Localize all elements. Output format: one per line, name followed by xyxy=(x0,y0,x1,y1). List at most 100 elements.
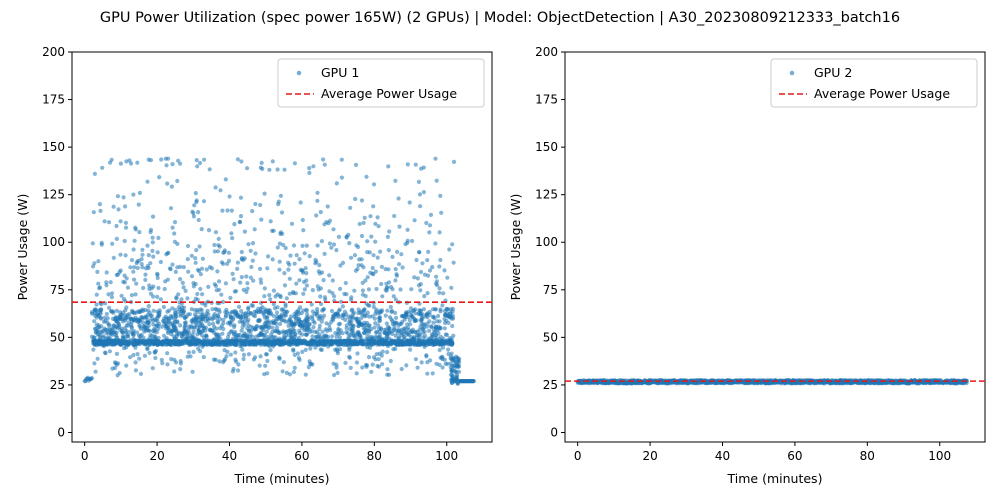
data-point xyxy=(231,366,236,372)
data-point xyxy=(129,293,134,298)
data-point xyxy=(277,267,282,272)
data-point xyxy=(337,321,343,326)
data-point xyxy=(221,317,226,323)
data-point xyxy=(93,329,98,334)
data-point xyxy=(129,258,135,263)
data-point xyxy=(388,358,393,364)
data-point xyxy=(315,307,320,312)
data-point xyxy=(233,350,238,355)
data-point xyxy=(441,291,446,296)
data-point xyxy=(424,353,429,358)
data-point xyxy=(427,309,432,314)
data-point xyxy=(199,227,204,232)
y-tick-label: 50 xyxy=(50,330,65,344)
data-point xyxy=(183,288,188,293)
data-point xyxy=(438,193,443,198)
data-point xyxy=(289,339,295,344)
data-point xyxy=(151,294,156,299)
data-point xyxy=(196,217,201,223)
data-point xyxy=(147,350,152,355)
data-point xyxy=(239,275,244,280)
data-point xyxy=(137,230,142,235)
data-point xyxy=(395,249,400,254)
data-point xyxy=(398,329,404,334)
data-point xyxy=(191,214,196,219)
data-point xyxy=(240,347,245,352)
data-point xyxy=(288,314,294,319)
data-point xyxy=(399,366,404,372)
data-point xyxy=(271,288,276,293)
data-point xyxy=(124,323,129,328)
data-point xyxy=(297,328,302,333)
data-point xyxy=(330,342,335,347)
data-point xyxy=(339,157,344,162)
data-point xyxy=(234,289,239,294)
data-point xyxy=(245,166,250,171)
data-point xyxy=(317,323,322,328)
data-point xyxy=(223,281,228,286)
data-point xyxy=(201,336,207,341)
data-point xyxy=(187,339,193,344)
data-point xyxy=(94,339,99,344)
data-point xyxy=(243,314,249,319)
data-point xyxy=(121,316,126,321)
data-point xyxy=(360,288,365,293)
data-point xyxy=(393,267,398,272)
data-point xyxy=(427,230,432,235)
y-tick-label: 200 xyxy=(42,45,65,59)
data-point xyxy=(110,241,115,246)
data-point xyxy=(214,315,219,321)
data-point xyxy=(347,354,352,359)
data-point xyxy=(311,164,316,169)
data-point xyxy=(419,321,424,326)
data-point xyxy=(373,334,379,339)
data-point xyxy=(404,363,409,368)
data-point xyxy=(196,327,201,332)
data-point xyxy=(221,299,226,304)
data-point xyxy=(124,305,129,310)
data-point xyxy=(92,171,97,176)
data-point xyxy=(123,253,128,258)
data-point xyxy=(262,286,267,291)
data-point xyxy=(323,297,328,302)
data-point xyxy=(352,288,357,293)
x-tick-label: 0 xyxy=(81,449,89,463)
data-point xyxy=(422,329,427,334)
data-point xyxy=(141,285,146,291)
data-point xyxy=(242,319,247,324)
data-point xyxy=(258,354,263,359)
data-point xyxy=(437,347,442,353)
data-point xyxy=(316,338,321,343)
data-point xyxy=(143,272,148,277)
data-point xyxy=(329,308,335,314)
data-point xyxy=(334,248,339,253)
data-point xyxy=(360,292,365,297)
data-point xyxy=(281,242,286,248)
data-point xyxy=(405,322,410,327)
data-point xyxy=(234,359,239,364)
data-point xyxy=(433,325,438,330)
data-point xyxy=(199,266,205,271)
data-point xyxy=(225,261,230,266)
data-point xyxy=(226,331,231,336)
x-tick-label: 80 xyxy=(367,449,382,463)
data-point xyxy=(212,282,217,287)
data-point xyxy=(138,371,144,376)
data-point xyxy=(450,306,455,311)
data-point xyxy=(92,361,97,366)
data-point xyxy=(254,324,259,329)
data-point xyxy=(249,264,254,270)
data-point xyxy=(301,291,306,296)
data-point xyxy=(298,305,303,310)
data-point xyxy=(374,352,379,357)
data-point xyxy=(204,319,209,324)
data-point xyxy=(364,336,369,342)
data-point xyxy=(365,310,370,315)
data-point xyxy=(146,318,151,323)
data-point xyxy=(380,349,385,354)
legend-label-average: Average Power Usage xyxy=(321,86,457,101)
data-point xyxy=(98,311,103,316)
data-point xyxy=(111,204,116,209)
